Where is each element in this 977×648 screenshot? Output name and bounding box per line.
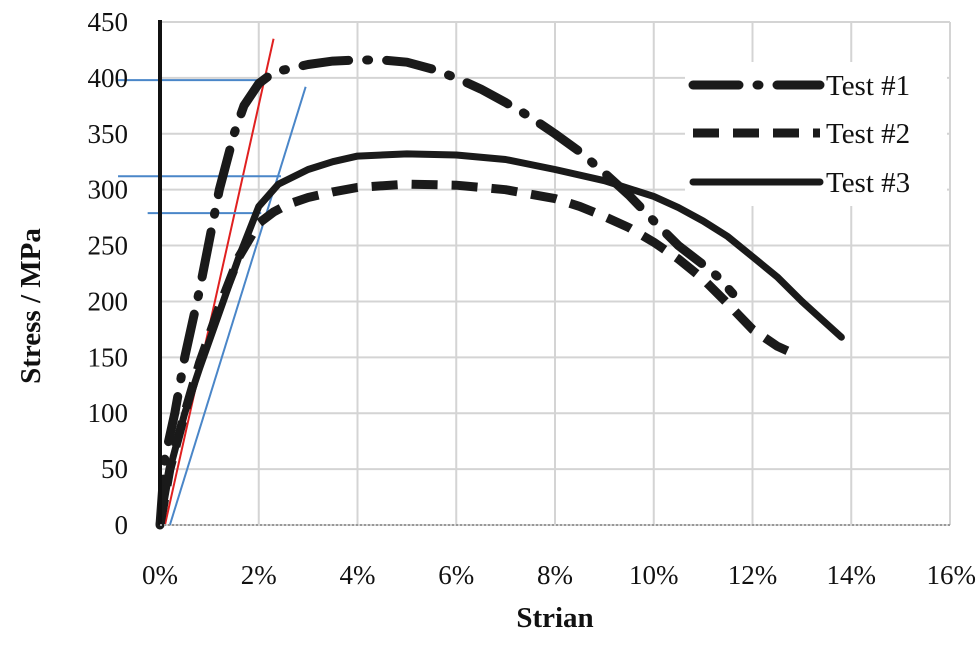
y-tick-label: 150	[88, 342, 129, 372]
elastic-tangent-line	[163, 38, 275, 526]
series-line-test-3	[156, 150, 845, 529]
legend-label-test-1: Test #1	[826, 70, 910, 102]
offset-line	[168, 86, 307, 526]
series-layer	[155, 55, 845, 530]
x-tick-label: 2%	[241, 560, 277, 590]
y-tick-label: 300	[88, 175, 129, 205]
x-axis-label: Strian	[516, 602, 593, 634]
x-tick-label: 0%	[142, 560, 178, 590]
legend: Test #1 Test #2 Test #3	[685, 62, 947, 206]
y-axis-label: Stress / MPa	[15, 228, 47, 384]
series-line-test-1	[155, 55, 738, 530]
x-tick-label: 4%	[340, 560, 376, 590]
y-tick-label: 100	[88, 398, 129, 428]
x-tick-label: 6%	[438, 560, 474, 590]
y-tick-label: 200	[88, 286, 129, 316]
x-tick-label: 8%	[537, 560, 573, 590]
y-tick-label: 400	[88, 63, 129, 93]
y-tick-label: 0	[115, 510, 129, 540]
legend-label-test-2: Test #2	[826, 118, 910, 150]
x-tick-label: 16%	[927, 560, 977, 590]
annotation-lines	[118, 38, 307, 526]
x-tick-label: 14%	[827, 560, 877, 590]
axes	[158, 20, 950, 526]
x-tick-label: 12%	[728, 560, 778, 590]
x-tick-label: 10%	[629, 560, 679, 590]
y-tick-label: 450	[88, 7, 129, 37]
y-tick-label: 50	[101, 454, 128, 484]
y-tick-label: 250	[88, 231, 129, 261]
series-line-test-2	[155, 179, 794, 526]
legend-label-test-3: Test #3	[826, 167, 910, 199]
y-tick-label: 350	[88, 119, 129, 149]
tick-labels: 0% 2% 4% 6% 8% 10% 12% 14% 16% 0 50 100 150 200 250 300…	[88, 7, 977, 590]
